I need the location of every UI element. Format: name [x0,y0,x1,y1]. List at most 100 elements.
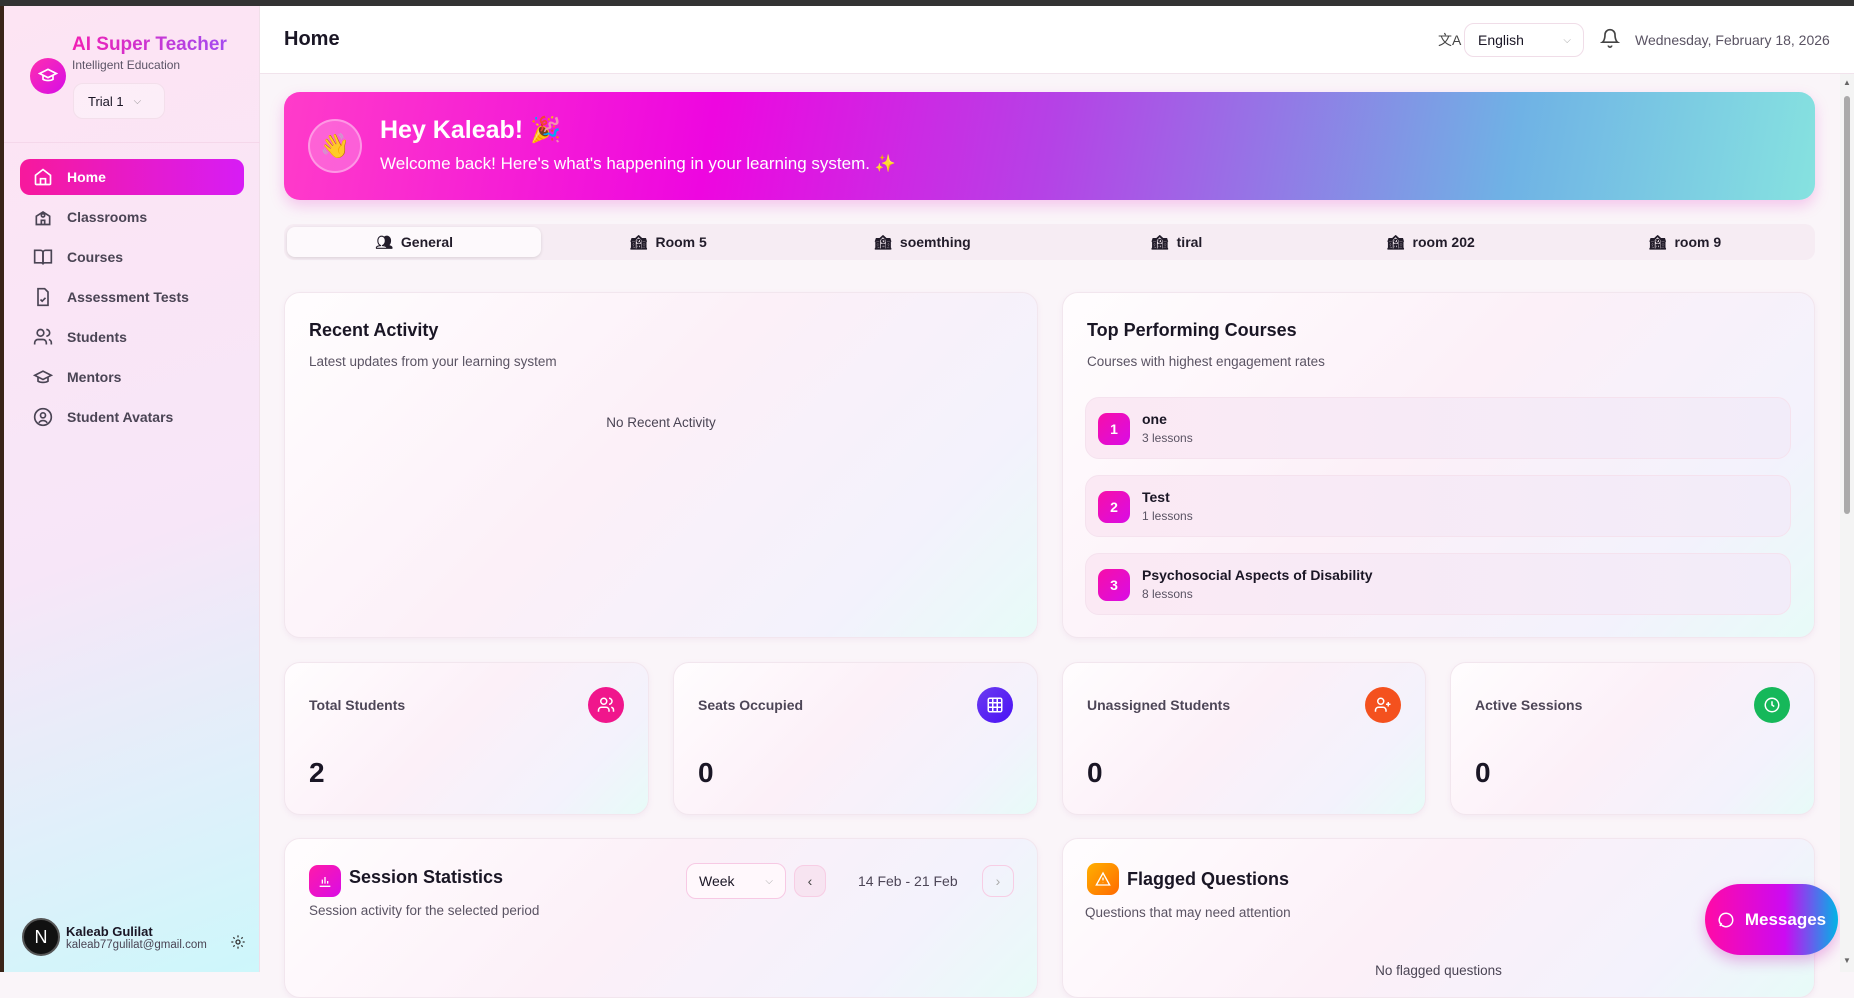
chevron-down-icon: ⌵ [1563,34,1571,46]
sidebar-item-label: Assessment Tests [67,289,189,305]
school-icon: 🏫︎ [1386,233,1405,250]
rank-badge: 1 [1098,413,1130,445]
current-date: Wednesday, February 18, 2026 [1635,32,1830,48]
users-icon: 👥︎ [375,233,393,250]
card-subtitle: Courses with highest engagement rates [1087,354,1325,369]
tab-soemthing[interactable]: 🏫︎ soemthing [795,227,1049,257]
welcome-banner: 👋 Hey Kaleab! 🎉 Welcome back! Here's wha… [284,92,1815,200]
window-top-bar [0,0,1854,6]
stat-card-unassigned-students: Unassigned Students 0 [1062,662,1426,815]
course-item[interactable]: 2 Test 1 lessons [1085,475,1791,537]
card-subtitle: Questions that may need attention [1085,905,1291,920]
user-profile[interactable]: N Kaleab Gulilat kaleab77gulilat@gmail.c… [22,918,207,956]
previous-period-button[interactable]: ‹ [794,865,826,897]
recent-activity-card: Recent Activity Latest updates from your… [284,292,1038,638]
tab-room-5[interactable]: 🏫︎ Room 5 [541,227,795,257]
stat-card-seats-occupied: Seats Occupied 0 [673,662,1038,815]
session-statistics-card: Session Statistics Session activity for … [284,838,1038,998]
card-title: Flagged Questions [1127,869,1290,889]
welcome-message: Welcome back! Here's what's happening in… [380,154,896,173]
stat-value: 0 [1087,757,1103,788]
clock-icon [1754,687,1790,723]
sidebar-item-label: Home [67,169,106,185]
sidebar: AI Super Teacher Intelligent Education T… [0,6,260,972]
user-name: Kaleab Gulilat [66,923,153,939]
messages-button[interactable]: Messages [1705,884,1838,955]
graduation-cap-icon [33,370,53,384]
empty-state: No flagged questions [1375,963,1502,978]
date-range: 14 Feb - 21 Feb [858,873,958,889]
book-icon [33,249,53,265]
scrollbar-thumb[interactable] [1844,96,1850,514]
workspace-select[interactable]: Trial 1 ⌵ [73,83,165,119]
sidebar-item-home[interactable]: Home [20,159,244,195]
tab-label: Room 5 [655,234,707,250]
course-name: one [1142,411,1167,427]
card-title: Top Performing Courses [1087,320,1297,340]
period-value: Week [699,873,735,889]
divider [4,142,260,143]
message-circle-icon [1718,911,1734,927]
sidebar-item-students[interactable]: Students [20,319,244,355]
bar-chart-icon [309,865,341,897]
chevron-right-icon: › [995,873,1001,889]
user-plus-icon [1365,687,1401,723]
card-subtitle: Session activity for the selected period [309,903,540,918]
chevron-down-icon: ⌵ [133,95,142,107]
scroll-up-icon[interactable]: ▲ [1843,78,1851,87]
stat-value: 0 [698,757,714,788]
language-value: English [1478,32,1524,48]
sidebar-item-label: Courses [67,249,124,265]
sidebar-item-courses[interactable]: Courses [20,239,244,275]
warning-icon [1087,863,1119,895]
rank-badge: 3 [1098,569,1130,601]
translate-icon: 文A [1438,32,1462,48]
stat-card-active-sessions: Active Sessions 0 [1450,662,1815,815]
tab-room-9[interactable]: 🏫︎ room 9 [1558,227,1812,257]
bell-icon[interactable] [1599,28,1621,53]
grid-icon [977,687,1013,723]
scrollbar[interactable]: ▲ ▼ [1840,74,1854,972]
page-title: Home [284,28,340,50]
tab-room-202[interactable]: 🏫︎ room 202 [1304,227,1558,257]
app-title: AI Super Teacher [72,34,227,55]
course-lessons: 3 lessons [1142,431,1193,445]
school-icon: 🏫︎ [874,233,892,250]
sidebar-item-assessment-tests[interactable]: Assessment Tests [20,279,244,315]
course-lessons: 1 lessons [1142,509,1193,523]
course-lessons: 8 lessons [1142,587,1193,601]
stat-label: Unassigned Students [1087,697,1231,713]
stat-label: Total Students [309,697,406,713]
scroll-down-icon[interactable]: ▼ [1843,956,1851,965]
stat-label: Seats Occupied [698,697,804,713]
sidebar-item-classrooms[interactable]: Classrooms [20,199,244,235]
school-icon: 🏫︎ [1150,233,1169,250]
card-title: Recent Activity [309,320,439,340]
waving-hand-icon: 👋 [308,119,362,173]
tab-general[interactable]: 👥︎ General [287,227,542,257]
sidebar-item-student-avatars[interactable]: Student Avatars [20,399,244,435]
workspace-value: Trial 1 [88,93,124,109]
stat-label: Active Sessions [1475,697,1583,713]
home-icon [34,168,52,186]
tab-label: room 9 [1674,234,1722,250]
gear-icon[interactable] [230,934,246,955]
period-select[interactable]: Week ⌵ [686,863,786,899]
course-item[interactable]: 1 one 3 lessons [1085,397,1791,459]
course-item[interactable]: 3 Psychosocial Aspects of Disability 8 l… [1085,553,1791,615]
top-courses-card: Top Performing Courses Courses with high… [1062,292,1815,638]
tab-tiral[interactable]: 🏫︎ tiral [1050,227,1304,257]
app-subtitle: Intelligent Education [72,58,181,72]
course-name: Test [1142,489,1170,505]
top-header: Home 文A English ⌵ Wednesday, February 18… [260,6,1854,74]
sidebar-item-label: Classrooms [67,209,148,225]
greeting: Hey Kaleab! 🎉 [380,116,562,144]
sidebar-item-label: Students [67,329,127,345]
tab-label: room 202 [1412,234,1475,250]
next-period-button[interactable]: › [982,865,1014,897]
school-icon: 🏫︎ [1648,233,1667,250]
language-select[interactable]: English ⌵ [1464,23,1584,57]
empty-state: No Recent Activity [606,415,716,430]
tab-label: General [400,234,454,250]
sidebar-item-mentors[interactable]: Mentors [20,359,244,395]
